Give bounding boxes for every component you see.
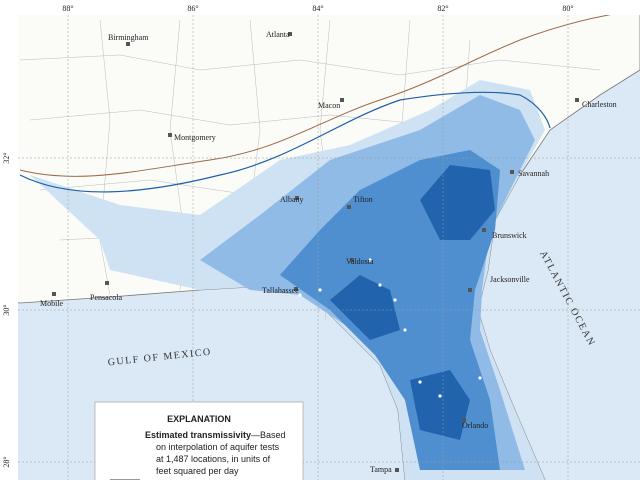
top-frame [0,0,640,15]
transmissivity-zones [30,80,545,480]
longitude-label: 84° [312,4,323,13]
city-label: Atlanta [266,30,290,39]
city-label: Tifton [353,195,373,204]
longitude-label: 88° [62,4,73,13]
city-label: Albany [280,195,304,204]
longitude-label: 86° [187,4,198,13]
graticule [18,15,640,480]
city-label: Macon [318,101,340,110]
explanation-title: EXPLANATION [167,414,231,424]
explanation-line: —Based [251,430,286,440]
city-label: Savannah [518,169,549,178]
explanation-line: feet squared per day [156,466,239,476]
left-frame [0,0,18,480]
explanation-box [94,401,304,480]
city-markers [52,32,579,472]
explanation-line: at 1,487 locations, in units of [156,454,271,464]
latitude-label: 30° [2,304,11,315]
explanation-heading: Estimated transmissivity [145,430,251,440]
city-label: Orlando [462,421,488,430]
latitude-label: 28° [2,456,11,467]
city-label: Mobile [40,299,64,308]
city-label: Pensacola [90,293,122,302]
city-label: Brunswick [492,231,527,240]
city-label: Tallahassee [262,286,299,295]
longitude-label: 82° [437,4,448,13]
city-label: Tampa [370,465,392,474]
city-label: Birmingham [108,33,149,42]
explanation: EXPLANATION Estimated transmissivity—Bas… [94,401,304,480]
updip-limit [19,91,551,193]
city-label: Jacksonville [490,275,530,284]
city-label: Charleston [582,100,617,109]
fall-line [19,9,640,177]
longitude-label: 80° [562,4,573,13]
explanation-text: Estimated transmissivity—Based [145,430,286,440]
latitude-label: 32° [2,152,11,163]
explanation-line: on interpolation of aquifer tests [156,442,280,452]
wells [298,258,482,398]
city-label: Valdosta [346,257,374,266]
city-label: Montgomery [174,133,216,142]
